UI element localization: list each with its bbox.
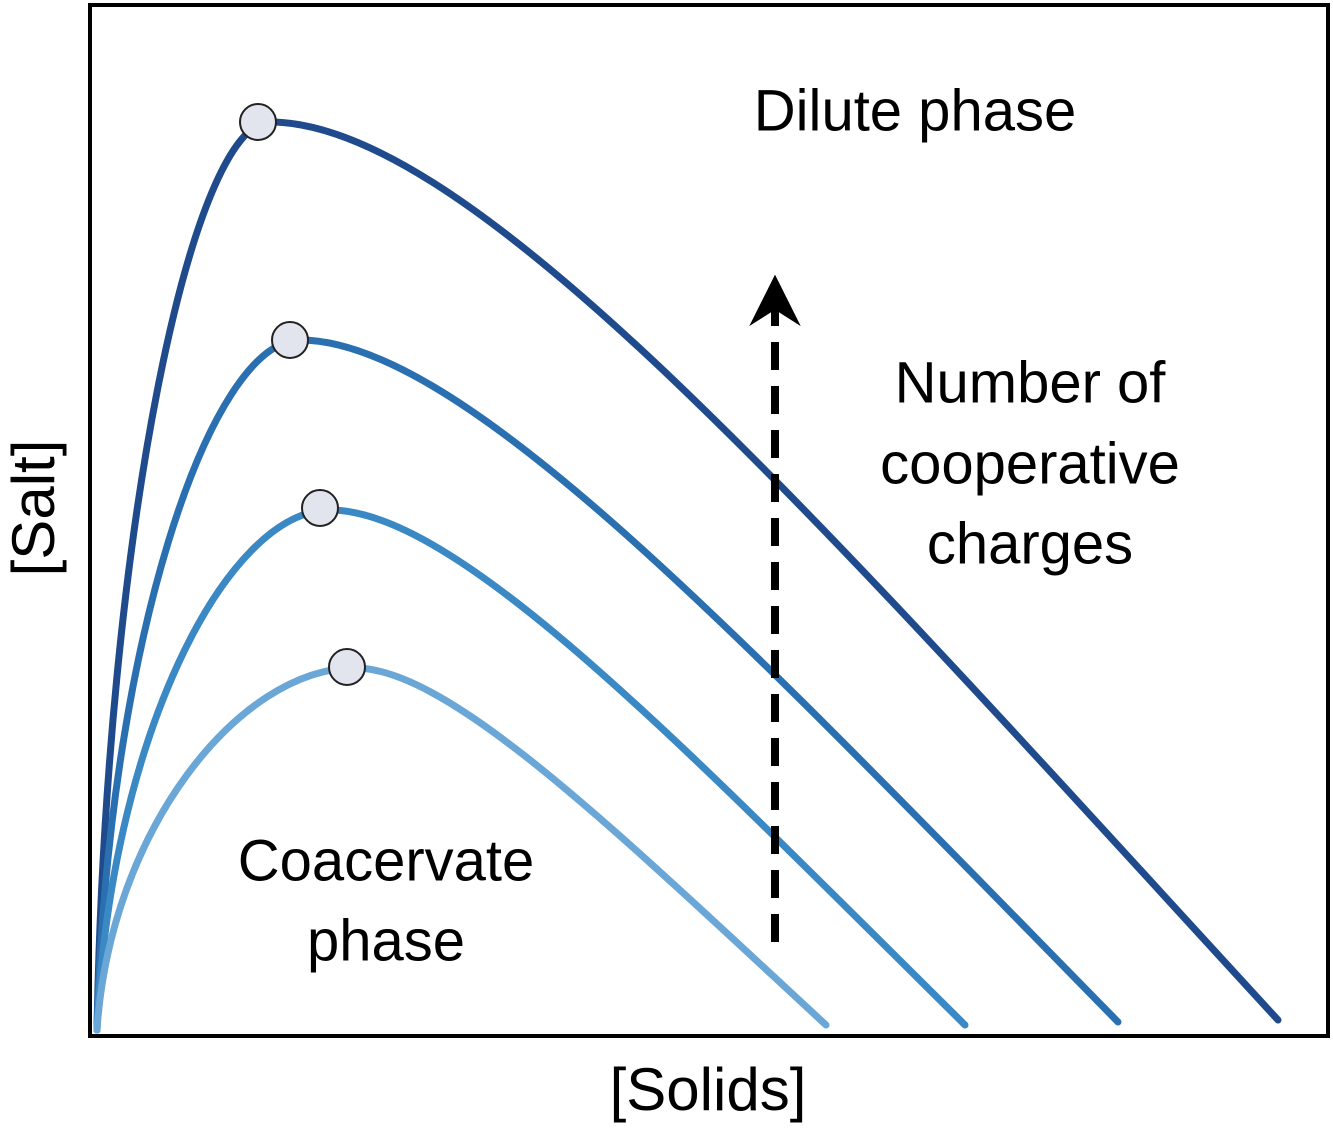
- plot-frame: [88, 3, 1330, 1038]
- critical-point: [271, 321, 309, 359]
- binodal-curve: [93, 506, 969, 1034]
- region-label: Dilute phase: [754, 78, 1076, 143]
- binodal-curve: [93, 118, 1282, 1034]
- region-label: phase: [307, 908, 465, 973]
- x-axis-label: [Solids]: [610, 1056, 807, 1123]
- critical-point: [301, 489, 339, 527]
- trend-label: cooperative: [880, 431, 1180, 496]
- critical-point: [328, 648, 366, 686]
- trend-label: charges: [927, 511, 1133, 576]
- y-axis-label: [Salt]: [0, 440, 67, 577]
- binodal-curve: [93, 336, 1122, 1034]
- region-label: Coacervate: [238, 828, 535, 893]
- arrow-head: [749, 274, 801, 327]
- trend-label: Number of: [895, 350, 1167, 415]
- critical-point: [239, 103, 277, 141]
